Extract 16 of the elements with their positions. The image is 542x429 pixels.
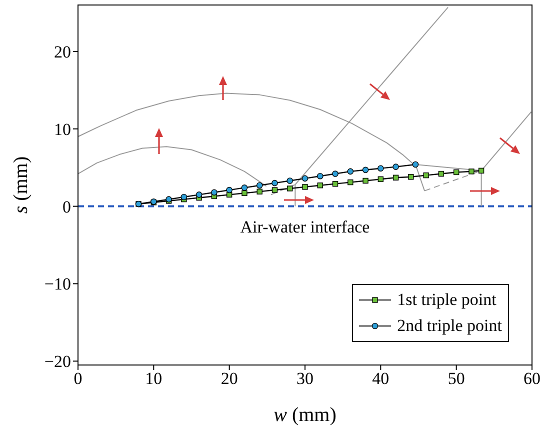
x-tick-label: 60 <box>524 369 540 388</box>
legend-label: 2nd triple point <box>397 316 502 336</box>
y-tick-label: 10 <box>54 120 71 139</box>
x-tick-label: 30 <box>296 369 314 388</box>
x-tick-label: 40 <box>372 369 390 388</box>
y-axis-title: s (mm) <box>10 156 32 214</box>
x-tick-label: 20 <box>220 369 238 388</box>
y-tick-label: 20 <box>54 42 71 62</box>
y-tick-label: −10 <box>44 274 71 294</box>
x-tick-label: 50 <box>448 369 465 388</box>
x-axis-title: w (mm) <box>274 404 336 426</box>
y-tick-label: 0 <box>62 197 71 216</box>
y-tick-label: −20 <box>44 352 71 372</box>
legend-label: 1st triple point <box>397 290 496 310</box>
x-tick-label: 10 <box>145 369 162 388</box>
ref-line-label: Air-water interface <box>240 217 370 236</box>
